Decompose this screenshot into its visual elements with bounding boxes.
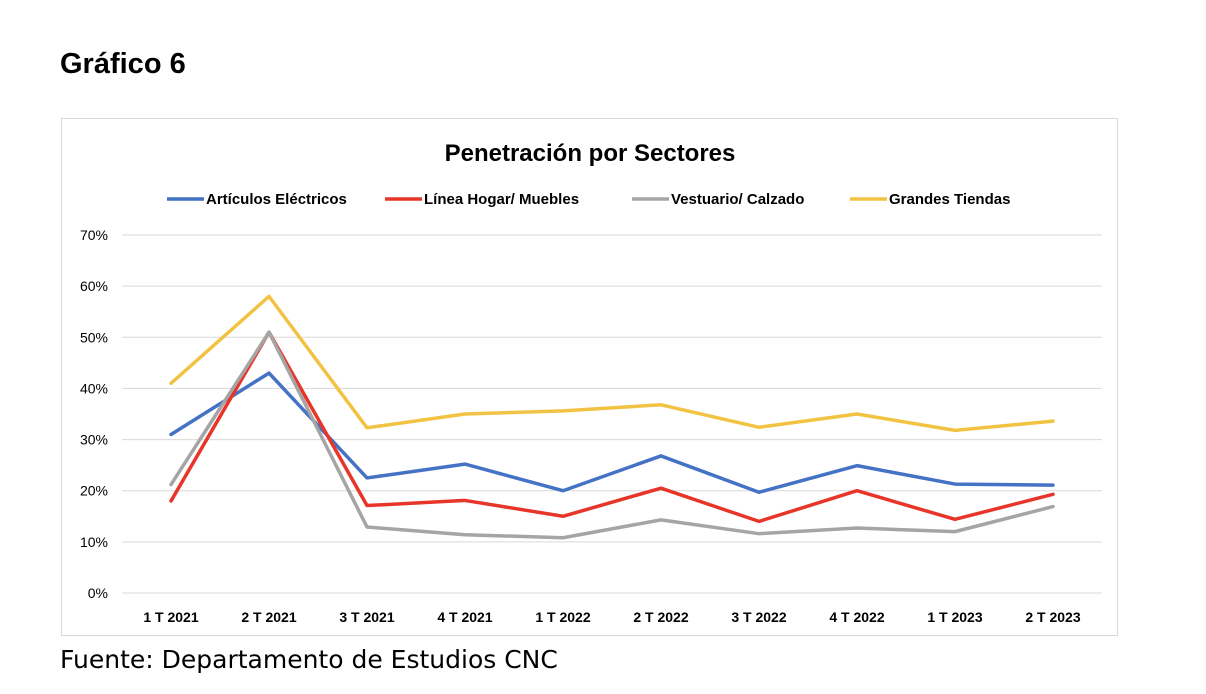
chart-series <box>169 294 1055 540</box>
series-line <box>169 371 1055 494</box>
y-tick-label: 40% <box>80 380 108 396</box>
x-tick-label: 3 T 2021 <box>339 609 394 625</box>
y-tick-label: 60% <box>80 278 108 294</box>
legend-label: Grandes Tiendas <box>889 191 1010 208</box>
legend-label: Artículos Eléctricos <box>206 191 347 208</box>
y-tick-label: 10% <box>80 534 108 550</box>
chart-frame: Penetración por Sectores Artículos Eléct… <box>61 118 1118 636</box>
x-tick-label: 3 T 2022 <box>731 609 786 625</box>
x-tick-label: 1 T 2023 <box>927 609 982 625</box>
series-line <box>169 330 1055 540</box>
chart-title: Penetración por Sectores <box>445 140 736 167</box>
x-tick-label: 2 T 2023 <box>1025 609 1080 625</box>
series-line <box>169 330 1055 524</box>
x-tick-label: 2 T 2022 <box>633 609 688 625</box>
y-tick-label: 50% <box>80 329 108 345</box>
x-tick-label: 4 T 2022 <box>829 609 884 625</box>
chart-gridlines <box>122 234 1102 594</box>
x-tick-label: 2 T 2021 <box>241 609 296 625</box>
y-tick-label: 20% <box>80 483 108 499</box>
legend-label: Vestuario/ Calzado <box>671 191 804 208</box>
y-tick-label: 30% <box>80 432 108 448</box>
figure-heading: Gráfico 6 <box>60 48 186 80</box>
legend-label: Línea Hogar/ Muebles <box>424 191 579 208</box>
x-tick-label: 1 T 2022 <box>535 609 590 625</box>
y-tick-label: 0% <box>88 585 108 601</box>
y-tick-label: 70% <box>80 227 108 243</box>
source-note: Fuente: Departamento de Estudios CNC <box>60 645 558 674</box>
x-tick-label: 4 T 2021 <box>437 609 492 625</box>
x-axis: 1 T 2021 2 T 2021 3 T 2021 4 T 2021 1 T 2022… <box>143 609 1080 625</box>
series-line <box>169 294 1055 433</box>
line-chart: Penetración por Sectores Artículos Eléct… <box>80 140 1102 625</box>
chart-legend: Artículos Eléctricos Línea Hogar/ Muebles… <box>167 191 1010 208</box>
x-tick-label: 1 T 2021 <box>143 609 198 625</box>
y-axis: 0% 10% 20% 30% 40% 50% 60% 70% <box>80 227 108 601</box>
